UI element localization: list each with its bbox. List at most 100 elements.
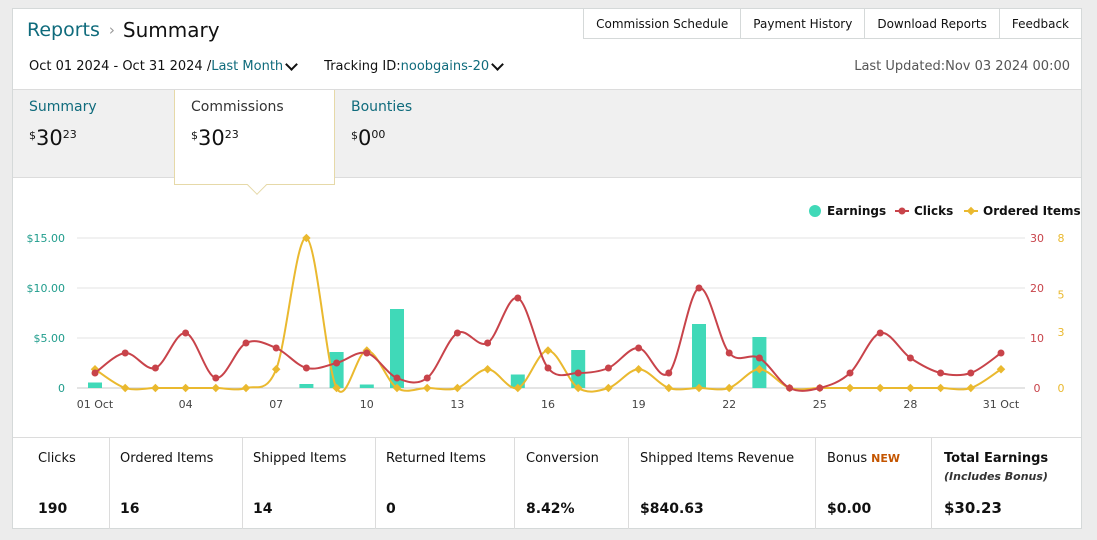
clicks-point[interactable]	[876, 329, 884, 337]
stat-clicks: Clicks 190	[13, 438, 110, 529]
tracking-id-dropdown[interactable]: noobgains-20	[400, 59, 490, 74]
clicks-point[interactable]	[786, 384, 794, 392]
payment-history-button[interactable]: Payment History	[740, 8, 866, 39]
ordered-items-point[interactable]	[755, 365, 764, 374]
stat-label-text: Bonus	[827, 451, 868, 466]
clicks-point[interactable]	[604, 364, 612, 372]
tab-bounties[interactable]: Bounties $ 0 00	[335, 90, 428, 177]
clicks-point[interactable]	[665, 369, 673, 377]
ordered-items-point[interactable]	[996, 365, 1006, 374]
clicks-point[interactable]	[453, 329, 461, 337]
clicks-point[interactable]	[242, 339, 250, 347]
clicks-point[interactable]	[302, 364, 310, 372]
ordered-items-point[interactable]	[422, 383, 432, 393]
stat-value: 16	[120, 501, 140, 517]
ordered-items-point[interactable]	[936, 383, 945, 393]
clicks-point[interactable]	[272, 344, 280, 352]
summary-tabs: Summary $ 30 23 Commissions $ 30 23 Boun…	[13, 89, 1081, 195]
ordered-items-point[interactable]	[513, 383, 523, 393]
ordered-items-point[interactable]	[604, 383, 613, 393]
y-left-tick-label: $10.00	[27, 282, 66, 295]
earnings-bar[interactable]	[390, 309, 404, 388]
y-right-tick-label: 20	[1030, 282, 1044, 295]
ordered-items-point[interactable]	[211, 383, 221, 393]
clicks-point[interactable]	[544, 364, 552, 372]
ordered-items-point[interactable]	[906, 383, 915, 393]
ordered-items-point[interactable]	[483, 365, 492, 374]
stat-conversion: Conversion 8.42%	[515, 438, 629, 529]
amount-cents: 23	[62, 128, 77, 141]
y-right-tick-label: 10	[1030, 332, 1044, 345]
tracking-id-label: Tracking ID:	[324, 59, 401, 74]
earnings-bar[interactable]	[88, 382, 102, 389]
ordered-items-point[interactable]	[573, 383, 583, 393]
ordered-items-point[interactable]	[332, 383, 341, 393]
clicks-point[interactable]	[484, 339, 492, 347]
ordered-items-point[interactable]	[271, 365, 281, 374]
ordered-items-point[interactable]	[151, 383, 160, 393]
legend-label[interactable]: Clicks	[914, 204, 953, 218]
clicks-point[interactable]	[635, 344, 643, 352]
ordered-items-point[interactable]	[302, 233, 311, 243]
clicks-point[interactable]	[816, 384, 824, 392]
ordered-items-point[interactable]	[241, 383, 251, 393]
clicks-point[interactable]	[393, 374, 401, 382]
clicks-point[interactable]	[997, 349, 1005, 357]
period-dropdown[interactable]: Last Month	[211, 59, 284, 74]
ordered-items-point[interactable]	[543, 346, 553, 355]
ordered-items-point[interactable]	[120, 383, 130, 393]
tab-summary[interactable]: Summary $ 30 23	[13, 90, 113, 177]
ordered-items-point[interactable]	[453, 383, 462, 393]
clicks-point[interactable]	[937, 369, 945, 377]
download-reports-button[interactable]: Download Reports	[864, 8, 1000, 39]
clicks-point[interactable]	[574, 369, 582, 377]
clicks-point[interactable]	[212, 374, 220, 382]
clicks-point[interactable]	[755, 354, 763, 362]
clicks-point[interactable]	[695, 284, 703, 292]
ordered-items-point[interactable]	[181, 383, 190, 393]
clicks-point[interactable]	[182, 329, 190, 337]
clicks-point[interactable]	[91, 369, 99, 377]
ordered-items-point[interactable]	[845, 383, 855, 393]
clicks-point[interactable]	[151, 364, 159, 372]
clicks-point[interactable]	[514, 294, 522, 302]
commission-schedule-button[interactable]: Commission Schedule	[583, 8, 742, 39]
breadcrumb-reports-link[interactable]: Reports	[27, 19, 100, 41]
ordered-items-point[interactable]	[966, 383, 976, 393]
ordered-items-point[interactable]	[875, 383, 885, 393]
earnings-bar[interactable]	[571, 350, 586, 388]
clicks-point[interactable]	[121, 349, 129, 357]
stat-shipped-items-revenue: Shipped Items Revenue $840.63	[629, 438, 816, 529]
new-badge: NEW	[871, 452, 900, 465]
tab-amount: $ 0 00	[351, 127, 412, 149]
earnings-bar[interactable]	[692, 324, 706, 388]
clicks-point[interactable]	[363, 349, 371, 357]
stat-ordered-items: Ordered Items 16	[110, 438, 243, 529]
clicks-point[interactable]	[423, 374, 431, 382]
clicks-point[interactable]	[846, 369, 854, 377]
ordered-items-point[interactable]	[724, 383, 734, 393]
earnings-bar[interactable]	[359, 384, 374, 389]
ordered-items-point[interactable]	[694, 383, 704, 393]
ordered-items-point[interactable]	[392, 383, 402, 393]
legend-label[interactable]: Earnings	[827, 204, 886, 218]
clicks-point[interactable]	[725, 349, 733, 357]
clicks-point[interactable]	[967, 369, 975, 377]
stat-value: 8.42%	[526, 501, 575, 517]
last-updated: Last Updated:Nov 03 2024 00:00	[854, 59, 1070, 74]
clicks-point[interactable]	[906, 354, 914, 362]
feedback-button[interactable]: Feedback	[998, 8, 1082, 39]
stats-row: Clicks 190 Ordered Items 16 Shipped Item…	[13, 437, 1081, 529]
clicks-point[interactable]	[333, 359, 341, 367]
x-tick-label: 16	[541, 398, 555, 411]
tab-commissions[interactable]: Commissions $ 30 23	[174, 90, 335, 195]
tab-amount: $ 30 23	[29, 127, 97, 149]
ordered-items-point[interactable]	[664, 383, 674, 393]
ordered-items-point[interactable]	[634, 365, 643, 374]
stat-value: 190	[38, 501, 68, 517]
amount-whole: 30	[36, 126, 63, 150]
legend-label[interactable]: Ordered Items	[983, 204, 1081, 218]
earnings-bar[interactable]	[752, 337, 767, 388]
stat-label: Ordered Items	[120, 451, 214, 466]
earnings-bar[interactable]	[299, 384, 314, 388]
